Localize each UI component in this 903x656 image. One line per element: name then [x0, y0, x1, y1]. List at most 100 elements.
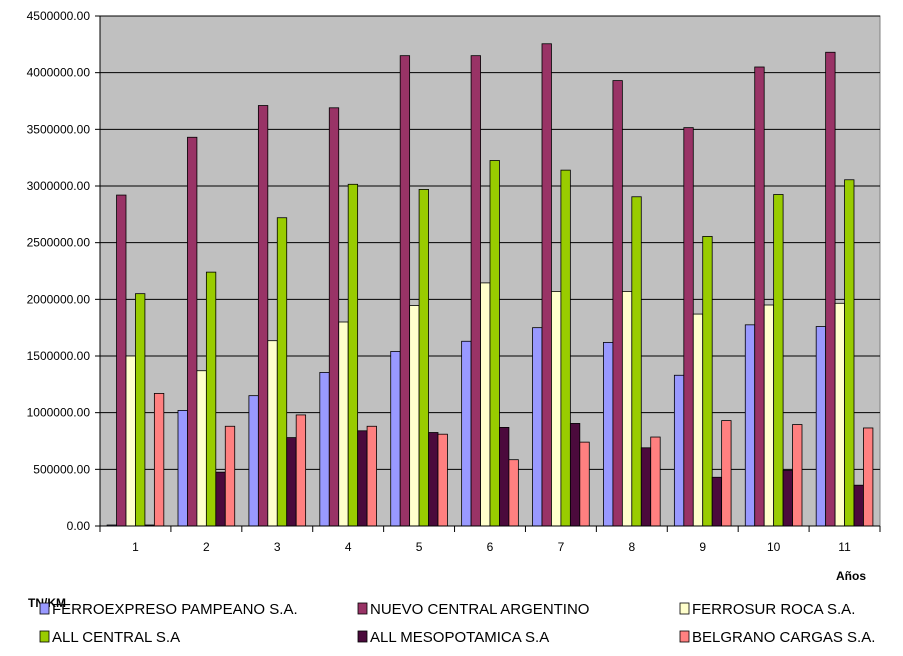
bar [338, 321, 349, 527]
bar [499, 426, 510, 527]
bar [418, 188, 429, 527]
x-axis-title: Años [836, 569, 866, 583]
x-tick-label: 7 [558, 540, 565, 554]
y-tick-label: 500000.00 [33, 462, 90, 476]
bar [428, 432, 439, 527]
bar [409, 305, 420, 527]
legend-label: FERROEXPRESO PAMPEANO S.A. [52, 601, 298, 618]
bar [853, 484, 864, 527]
x-tick-label: 3 [274, 540, 281, 554]
y-tick-label: 1000000.00 [27, 406, 91, 420]
bar [224, 425, 236, 527]
bar [621, 290, 633, 527]
bar [248, 395, 259, 527]
bar [205, 271, 217, 527]
bar [711, 476, 723, 527]
legend-label: ALL MESOPOTAMICA S.A [370, 629, 549, 646]
x-tick-label: 4 [345, 540, 352, 554]
bar [196, 370, 207, 527]
bar [508, 459, 519, 527]
y-tick-label: 4000000.00 [27, 66, 91, 80]
x-tick-label: 11 [838, 540, 851, 554]
bar [177, 409, 188, 527]
x-tick-label: 1 [132, 540, 139, 554]
bar [673, 374, 685, 527]
bar [650, 436, 661, 527]
bar [116, 194, 127, 527]
bar [702, 236, 713, 527]
bar [257, 105, 269, 527]
bar [792, 424, 803, 527]
legend-label: NUEVO CENTRAL ARGENTINO [370, 601, 589, 618]
x-tick-label: 10 [767, 540, 781, 554]
bar [560, 169, 571, 527]
y-tick-label: 2500000.00 [27, 236, 91, 250]
bar [754, 66, 765, 527]
bar [640, 447, 652, 527]
legend-swatch [679, 630, 690, 643]
bar [319, 372, 330, 527]
bar [366, 425, 377, 527]
x-tick-label: 2 [203, 540, 210, 554]
x-tick-label: 6 [487, 540, 494, 554]
bar [569, 423, 581, 527]
bar [267, 340, 278, 527]
y-tick-label: 2000000.00 [27, 292, 91, 306]
bar [541, 43, 552, 527]
x-axis-ticks: 1 2 3 4 5 6 7 8 9 10 11 [99, 526, 881, 554]
bar [692, 313, 704, 527]
bar [683, 127, 694, 527]
bar [286, 437, 297, 527]
bar [437, 433, 448, 527]
bar [295, 414, 307, 527]
bar [721, 420, 732, 527]
bar [773, 194, 784, 527]
bar [825, 51, 836, 527]
y-tick-label: 4500000.00 [27, 9, 91, 23]
bar [603, 341, 614, 527]
bar [461, 340, 472, 527]
y-axis-ticks: 0.00 500000.00 1000000.00 1500000.00 2000000… [27, 9, 100, 533]
legend-swatch [679, 602, 690, 615]
bar [782, 470, 793, 527]
bar [863, 427, 874, 527]
y-tick-label: 3000000.00 [27, 179, 91, 193]
bar [532, 327, 543, 527]
legend: FERROEXPRESO PAMPEANO S.A. NUEVO CENTRAL … [39, 601, 875, 646]
bar [125, 355, 136, 527]
y-tick-label: 3500000.00 [27, 122, 91, 136]
x-tick-label: 9 [699, 540, 706, 554]
y-tick-label: 1500000.00 [27, 349, 91, 363]
bar [489, 160, 500, 527]
bar [135, 293, 146, 527]
bar [744, 324, 756, 527]
bar [215, 471, 226, 527]
bar [551, 290, 562, 527]
bar [357, 430, 368, 527]
bar [834, 302, 845, 527]
bar [612, 80, 623, 527]
bar [579, 441, 590, 527]
legend-label: FERROSUR ROCA S.A. [692, 601, 855, 618]
x-tick-label: 8 [628, 540, 635, 554]
bar [480, 282, 491, 527]
bar [470, 55, 481, 527]
legend-swatch [357, 602, 368, 615]
bar [153, 392, 165, 527]
bar [276, 217, 288, 527]
y-tick-label: 0.00 [67, 519, 91, 533]
bar [399, 55, 411, 527]
legend-swatch [39, 602, 50, 615]
x-tick-label: 5 [416, 540, 423, 554]
bar [328, 107, 340, 527]
bar [763, 304, 775, 527]
bar [187, 136, 198, 527]
legend-swatch [39, 630, 50, 643]
bar [844, 179, 855, 527]
legend-label: ALL CENTRAL S.A [52, 629, 180, 646]
bar [815, 326, 827, 527]
bar [347, 183, 359, 527]
legend-label: BELGRANO CARGAS S.A. [692, 629, 875, 646]
bar [390, 351, 401, 527]
